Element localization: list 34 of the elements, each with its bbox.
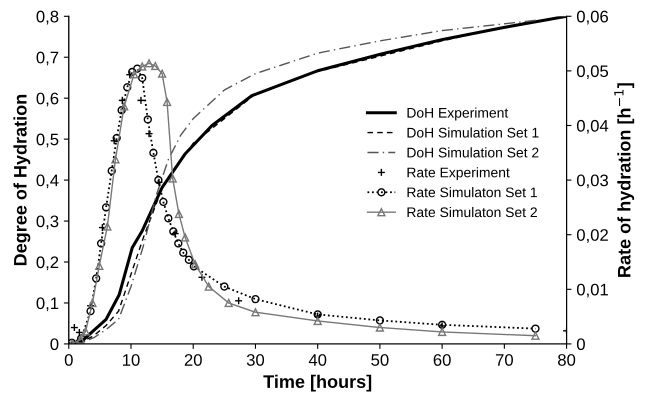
y-tick-label: 0,7 [36,52,58,66]
y-tick-label: 0,5 [36,134,58,148]
legend-label: DoH Experiment [408,108,508,120]
y-tick-label: 0 [50,338,58,350]
y-tick-label: 0,3 [36,215,58,230]
y2-tick-label: 0,03 [576,174,608,188]
x-tick-label: 0 [64,354,73,366]
y2-tick-label: 0 [576,338,585,350]
y-tick-label: 0,6 [36,92,58,106]
y2-tick-label: 0,04 [576,120,608,134]
x-tick-label: 70 [496,354,513,366]
legend-label: DoH Simulation Set 2 [408,147,538,158]
y2-tick-label: 0,05 [576,65,608,80]
y-tick-label: 0,1 [36,297,58,312]
x-tick-label: 10 [123,354,140,366]
y2-tick-label: 0,01 [576,284,608,298]
x-axis-title: Time [hours] [263,374,372,392]
y-tick-label: 0,8 [36,10,58,24]
x-tick-label: 80 [558,354,576,366]
y-tick-label: 0,2 [36,256,58,270]
x-tick-label: 30 [246,354,264,366]
y2-tick-label: 0,02 [576,229,608,243]
y-tick-label: 0,4 [36,174,59,188]
y2-axis-title: Rate of hydration [h$^{−1}$] [614,83,634,277]
y2-tick-label: 0,06 [576,10,608,24]
legend-label: DoH Simulation Set 1 [408,127,538,138]
x-tick-label: 40 [308,354,326,366]
x-tick-label: 20 [184,354,202,366]
x-tick-label: 50 [371,354,389,366]
legend-label: Rate Simulaton Set 1 [408,187,537,198]
x-tick-label: 60 [434,354,451,366]
y-axis-title: Degree of Hydration [13,94,30,266]
legend-label: Rate Simulaton Set 2 [408,206,537,218]
legend-label: Rate Experiment [408,167,510,180]
